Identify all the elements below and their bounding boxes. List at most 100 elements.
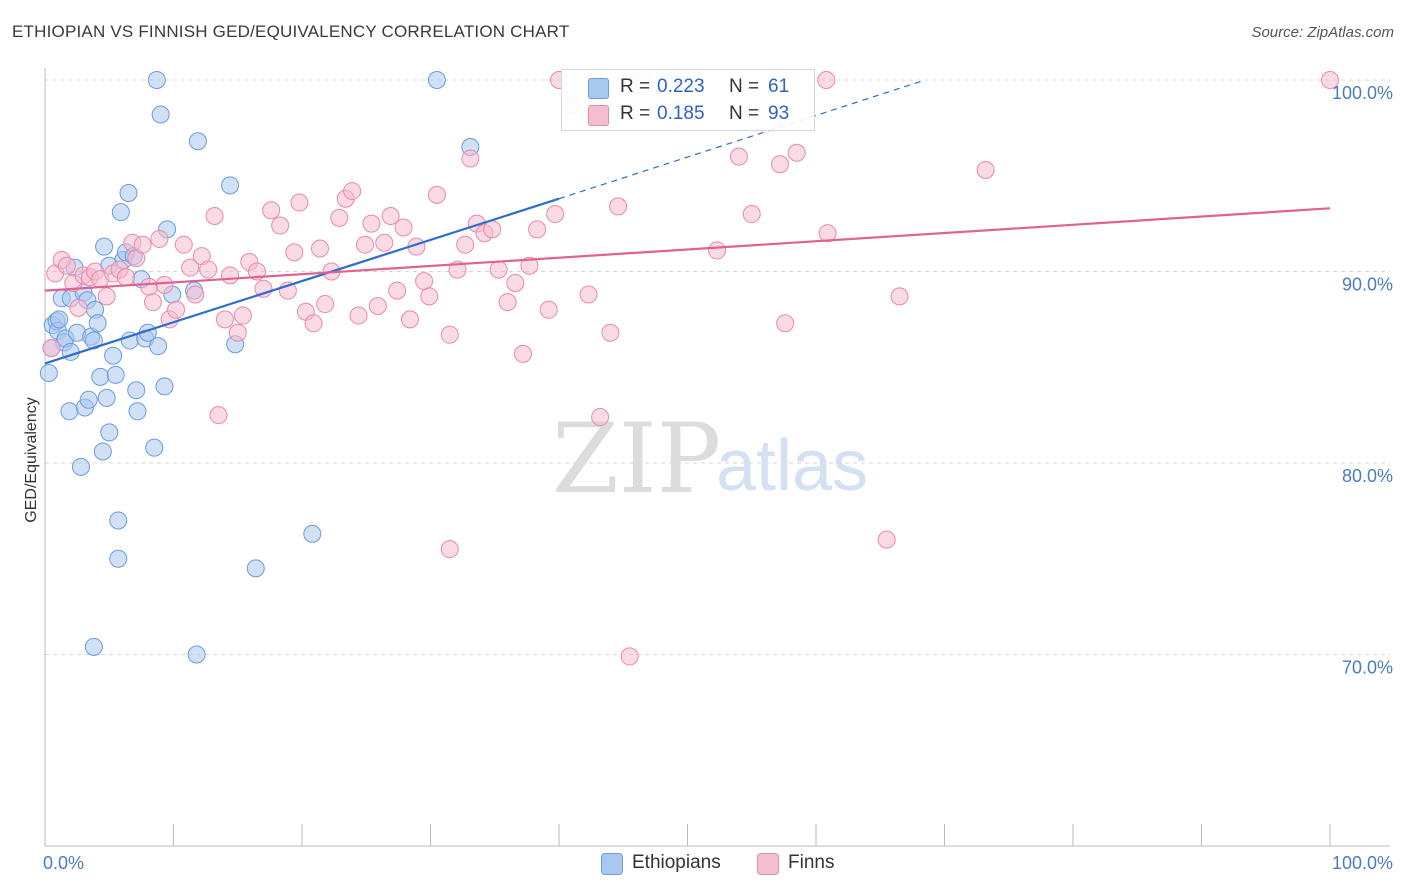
finns-point (427, 185, 446, 204)
ethiopians-point (128, 402, 147, 421)
ethiopians-point (100, 423, 119, 442)
finns-point (394, 218, 413, 237)
finns-point (330, 208, 349, 227)
finns-point (69, 298, 88, 317)
finns-swatch (588, 105, 609, 126)
legend-row-ethiopians: R = 0.223 N = 61 (562, 74, 814, 102)
n-value: 61 (768, 76, 790, 97)
ethiopians-point (111, 203, 130, 222)
finns-point (609, 197, 628, 216)
finns-point (591, 408, 610, 427)
r-value: 0.185 (657, 103, 705, 124)
ethiopians-legend-swatch (601, 853, 623, 875)
ethiopians-points (39, 71, 480, 664)
finns-point (362, 214, 381, 233)
x-tick-label: 100.0% (1332, 853, 1393, 873)
ethiopians-point (88, 314, 107, 333)
finns-point (228, 323, 247, 342)
axes (44, 68, 1390, 847)
ethiopians-point (109, 511, 128, 530)
finns-point (143, 293, 162, 312)
ethiopians-point (97, 388, 116, 407)
finns-point (498, 293, 517, 312)
finns-point (233, 306, 252, 325)
ethiopians-point (91, 367, 110, 386)
trend-lines (44, 79, 1331, 365)
finns-point (215, 310, 234, 329)
finns-points (42, 71, 1339, 666)
ethiopians-point (188, 132, 207, 151)
watermark-atlas: atlas (716, 426, 868, 506)
ethiopians-point (84, 331, 103, 350)
stats-legend: R = 0.223 N = 61 R = 0.185 N = 93 (561, 69, 815, 131)
ethiopians-point (95, 237, 114, 256)
watermark: ZIP atlas (552, 403, 868, 515)
ethiopians-point (127, 381, 146, 400)
ethiopians-point (93, 442, 112, 461)
finns-point (57, 256, 76, 275)
ethiopians-swatch (588, 78, 609, 99)
finns-point (140, 277, 159, 296)
finns-point (489, 260, 508, 279)
ethiopians-point (60, 402, 79, 421)
legend-row-finns: R = 0.185 N = 93 (562, 101, 814, 129)
ethiopians-point (104, 346, 123, 365)
ethiopians-point (221, 176, 240, 195)
finns-point (539, 300, 558, 319)
ethiopians-legend-label: Ethiopians (632, 852, 721, 873)
r-value: 0.223 (657, 76, 705, 97)
ethiopians-point (303, 524, 322, 543)
y-tick-label: 100.0% (1332, 83, 1393, 103)
n-value: 93 (768, 103, 790, 124)
finns-point (742, 205, 761, 224)
ethiopians-point (155, 377, 174, 396)
finns-point (601, 323, 620, 342)
n-label: N = (729, 76, 760, 97)
finns-point (381, 206, 400, 225)
finns-point (97, 287, 116, 306)
finns-point (181, 258, 200, 277)
ethiopians-point (187, 645, 206, 664)
ethiopians-point (109, 549, 128, 568)
finns-point (205, 206, 224, 225)
ethiopians-trend-line (44, 197, 560, 365)
ethiopians-point (84, 637, 103, 656)
finns-point (771, 155, 790, 174)
finns-point (877, 530, 896, 549)
finns-point (133, 235, 152, 254)
ethiopians-point (246, 559, 265, 578)
chart-source: Source: ZipAtlas.com (1251, 24, 1394, 41)
ethiopians-point (145, 438, 164, 457)
ethiopians-point (39, 363, 58, 382)
finns-point (262, 201, 281, 220)
finns-point (729, 147, 748, 166)
finns-point (787, 143, 806, 162)
finns-point (42, 339, 61, 358)
finns-point (343, 182, 362, 201)
finns-point (528, 220, 547, 239)
finns-point (186, 285, 205, 304)
finns-point (483, 220, 502, 239)
finns-point (976, 161, 995, 180)
finns-point (290, 193, 309, 212)
finns-point (546, 205, 565, 224)
finns-point (310, 239, 329, 258)
finns-point (420, 287, 439, 306)
finns-point (150, 229, 169, 248)
finns-point (355, 235, 374, 254)
finns-point (199, 260, 218, 279)
finns-point (368, 296, 387, 315)
finns-legend-swatch (757, 853, 779, 875)
y-tick-labels: 70.0% 80.0% 90.0% 100.0% (1332, 83, 1393, 678)
finns-point (1321, 71, 1339, 89)
finns-point (285, 243, 304, 262)
y-tick-label: 80.0% (1342, 466, 1393, 486)
finns-legend-label: Finns (788, 852, 835, 873)
y-axis-label: GED/Equivalency (23, 397, 40, 522)
finns-point (620, 647, 639, 666)
finns-point (349, 306, 368, 325)
finns-point (506, 273, 525, 292)
finns-point (456, 235, 475, 254)
finns-point (708, 241, 727, 260)
